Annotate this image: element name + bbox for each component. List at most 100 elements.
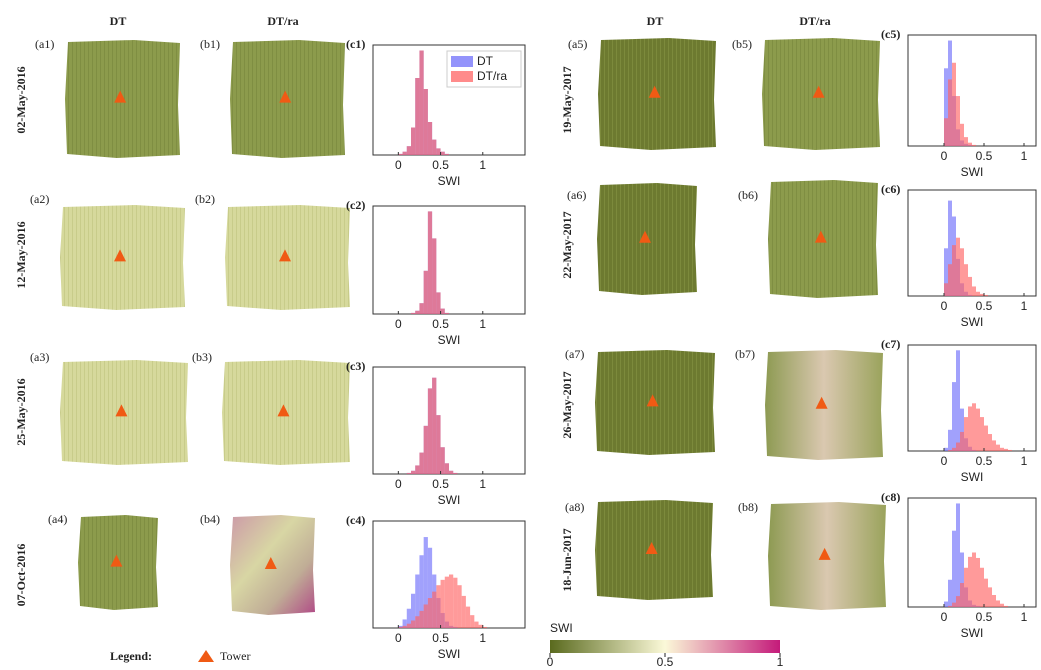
x-tick-label: 0 (395, 477, 402, 491)
histogram-bar (1008, 449, 1012, 451)
legend-marker (198, 650, 214, 662)
histogram-bar (419, 555, 424, 628)
histogram-bar (415, 574, 420, 628)
histogram-bar (960, 408, 964, 451)
date-label: 26-May-2017 (560, 371, 574, 438)
date-label: 12-May-2016 (14, 221, 28, 288)
histogram-bar (956, 350, 960, 451)
histogram-bar (423, 425, 428, 474)
tower-marker (818, 547, 831, 560)
panel-label: (a1) (35, 37, 54, 51)
histogram-bar (984, 294, 988, 296)
histogram-bar (423, 89, 428, 155)
histogram-bar (440, 151, 445, 155)
histogram-bar (427, 211, 433, 314)
histogram-bar (968, 556, 972, 607)
histogram-bar (419, 50, 424, 155)
histogram-bar (948, 579, 952, 607)
tower-marker (110, 554, 123, 567)
histogram-bar (419, 610, 424, 628)
histogram-bar (956, 503, 960, 607)
panel-label: (c1) (346, 37, 365, 51)
histogram-bar (968, 142, 972, 146)
date-label: 02-May-2016 (14, 66, 28, 133)
histogram-bar (423, 604, 428, 628)
panel-label: (b1) (200, 37, 220, 51)
column-header: DT (110, 14, 127, 28)
panel-label: (c4) (346, 513, 365, 527)
panel-label: (b6) (738, 188, 758, 202)
x-tick-label: 0 (395, 317, 402, 331)
x-tick-label: 0.5 (432, 631, 449, 645)
histogram-bar (406, 608, 411, 628)
panel-label: (c5) (881, 27, 900, 41)
histogram-bar (406, 472, 411, 474)
histogram-bar (988, 434, 992, 451)
histogram-bar (944, 283, 948, 296)
histogram-bar (968, 406, 972, 451)
tower-marker (279, 90, 292, 103)
histogram-bar (457, 585, 462, 628)
date-label: 07-Oct-2016 (14, 544, 28, 607)
x-tick-label: 0.5 (432, 317, 449, 331)
histogram-bar (952, 530, 956, 607)
histogram-bar (440, 579, 445, 628)
panel-label: (c8) (881, 490, 900, 504)
panel-label: (b5) (732, 37, 752, 51)
histogram-bar (449, 574, 454, 628)
x-tick-label: 0 (395, 631, 402, 645)
histogram-bar (1004, 605, 1008, 607)
panel-label: (a5) (568, 37, 587, 51)
histogram-bar (432, 377, 437, 474)
histogram-bar (944, 68, 948, 146)
histogram-bar (964, 264, 968, 296)
histogram-bar (427, 547, 433, 628)
histogram-bar (996, 444, 1000, 451)
histogram-bar (948, 605, 952, 607)
histogram-bar (988, 587, 992, 607)
x-tick-label: 0.5 (976, 149, 993, 163)
histogram-bar (944, 601, 948, 607)
colorbar-tick-label: 0 (547, 655, 554, 669)
histogram-bar (948, 264, 952, 296)
histogram-bar (465, 606, 471, 628)
histogram-bar (427, 388, 433, 474)
histogram-bar (944, 248, 948, 296)
histogram-bar (980, 293, 984, 296)
date-label: 19-May-2017 (560, 66, 574, 133)
histogram-bar (1000, 603, 1004, 607)
histogram-bar (415, 616, 420, 628)
legend-label: DT/ra (477, 69, 507, 83)
histogram-bar (440, 447, 445, 474)
histogram-bar (427, 598, 433, 628)
histogram-bar (436, 292, 441, 314)
histogram-bar (402, 619, 407, 628)
colorbar (550, 640, 780, 653)
plot-frame (372, 366, 526, 475)
histogram-bar (952, 245, 956, 296)
date-label: 18-Jun-2017 (560, 528, 574, 591)
histogram-bar (976, 291, 980, 296)
x-axis-label: SWI (438, 493, 461, 507)
legend-swatch (451, 56, 473, 67)
panel-label: (a7) (565, 347, 584, 361)
histogram-bar (984, 578, 988, 607)
tower-marker (264, 557, 277, 569)
panel-label: (b2) (195, 192, 215, 206)
histogram-bar (968, 276, 972, 296)
x-tick-label: 1 (479, 477, 486, 491)
panel-label: (a2) (30, 192, 49, 206)
x-tick-label: 0 (941, 149, 948, 163)
histogram-bar (948, 79, 952, 146)
panel-label: (c7) (881, 337, 900, 351)
tower-marker (812, 85, 825, 98)
histogram-bar (398, 153, 403, 155)
tower-marker (277, 404, 290, 417)
tower-marker (114, 249, 126, 262)
histogram-bar (440, 308, 445, 314)
x-tick-label: 1 (1021, 454, 1028, 468)
x-tick-label: 0.5 (976, 454, 993, 468)
histogram-bar (960, 552, 964, 607)
x-axis-label: SWI (961, 315, 984, 329)
histogram-bar (948, 449, 952, 451)
